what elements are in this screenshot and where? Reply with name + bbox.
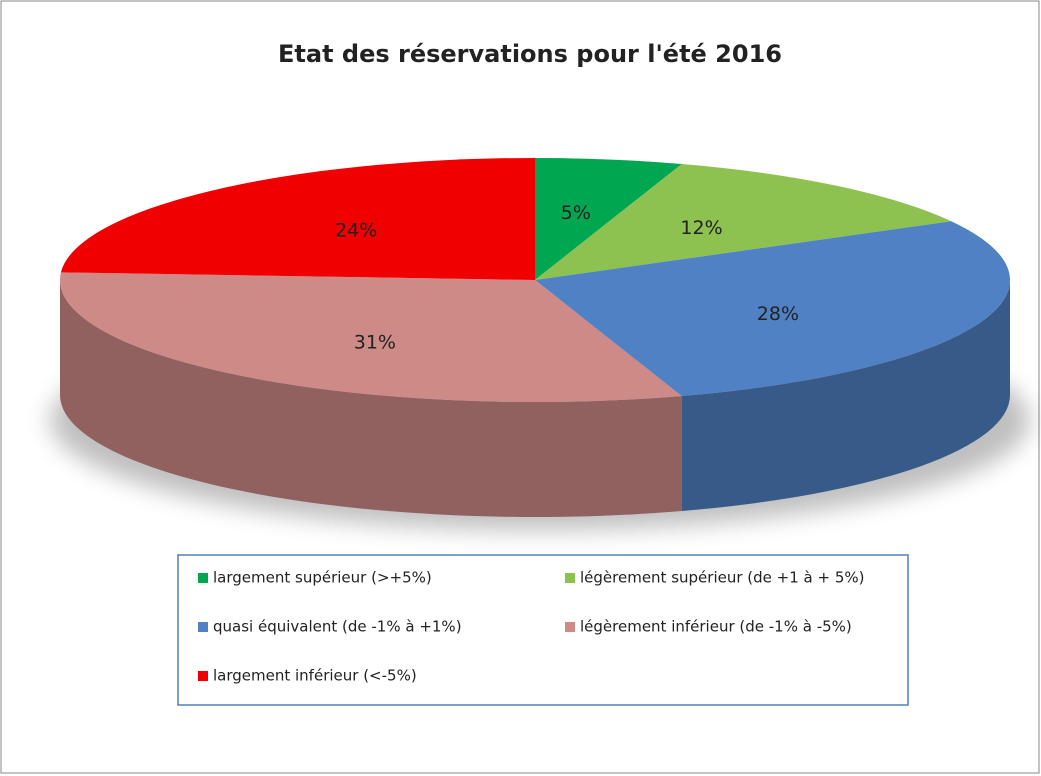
data-label: 5%: [561, 202, 591, 224]
legend-swatch: [198, 671, 208, 681]
pie-side: [60, 280, 682, 517]
data-label: 31%: [354, 332, 396, 354]
legend-label: largement supérieur (>+5%): [213, 569, 432, 587]
legend-swatch: [198, 573, 208, 583]
pie-slice: [535, 158, 682, 280]
legend-label: légèrement supérieur (de +1 à + 5%): [580, 569, 864, 587]
pie-side: [681, 280, 1010, 512]
legend-label: légèrement inférieur (de -1% à -5%): [580, 618, 852, 636]
legend-box: [177, 554, 909, 706]
data-label: 24%: [335, 220, 377, 242]
data-label: 28%: [757, 303, 799, 325]
legend-swatch: [198, 622, 208, 632]
legend-swatch: [565, 573, 575, 583]
pie-slice: [60, 272, 682, 403]
legend-label: quasi équivalent (de -1% à +1%): [213, 618, 462, 636]
data-label: 12%: [680, 217, 722, 239]
legend-label: largement inférieur (<-5%): [213, 667, 417, 685]
pie-slice: [535, 163, 952, 280]
pie-slice: [60, 158, 535, 280]
chart-title: Etat des réservations pour l'été 2016: [278, 40, 782, 68]
pie-slice: [535, 221, 1010, 397]
legend-swatch: [565, 622, 575, 632]
